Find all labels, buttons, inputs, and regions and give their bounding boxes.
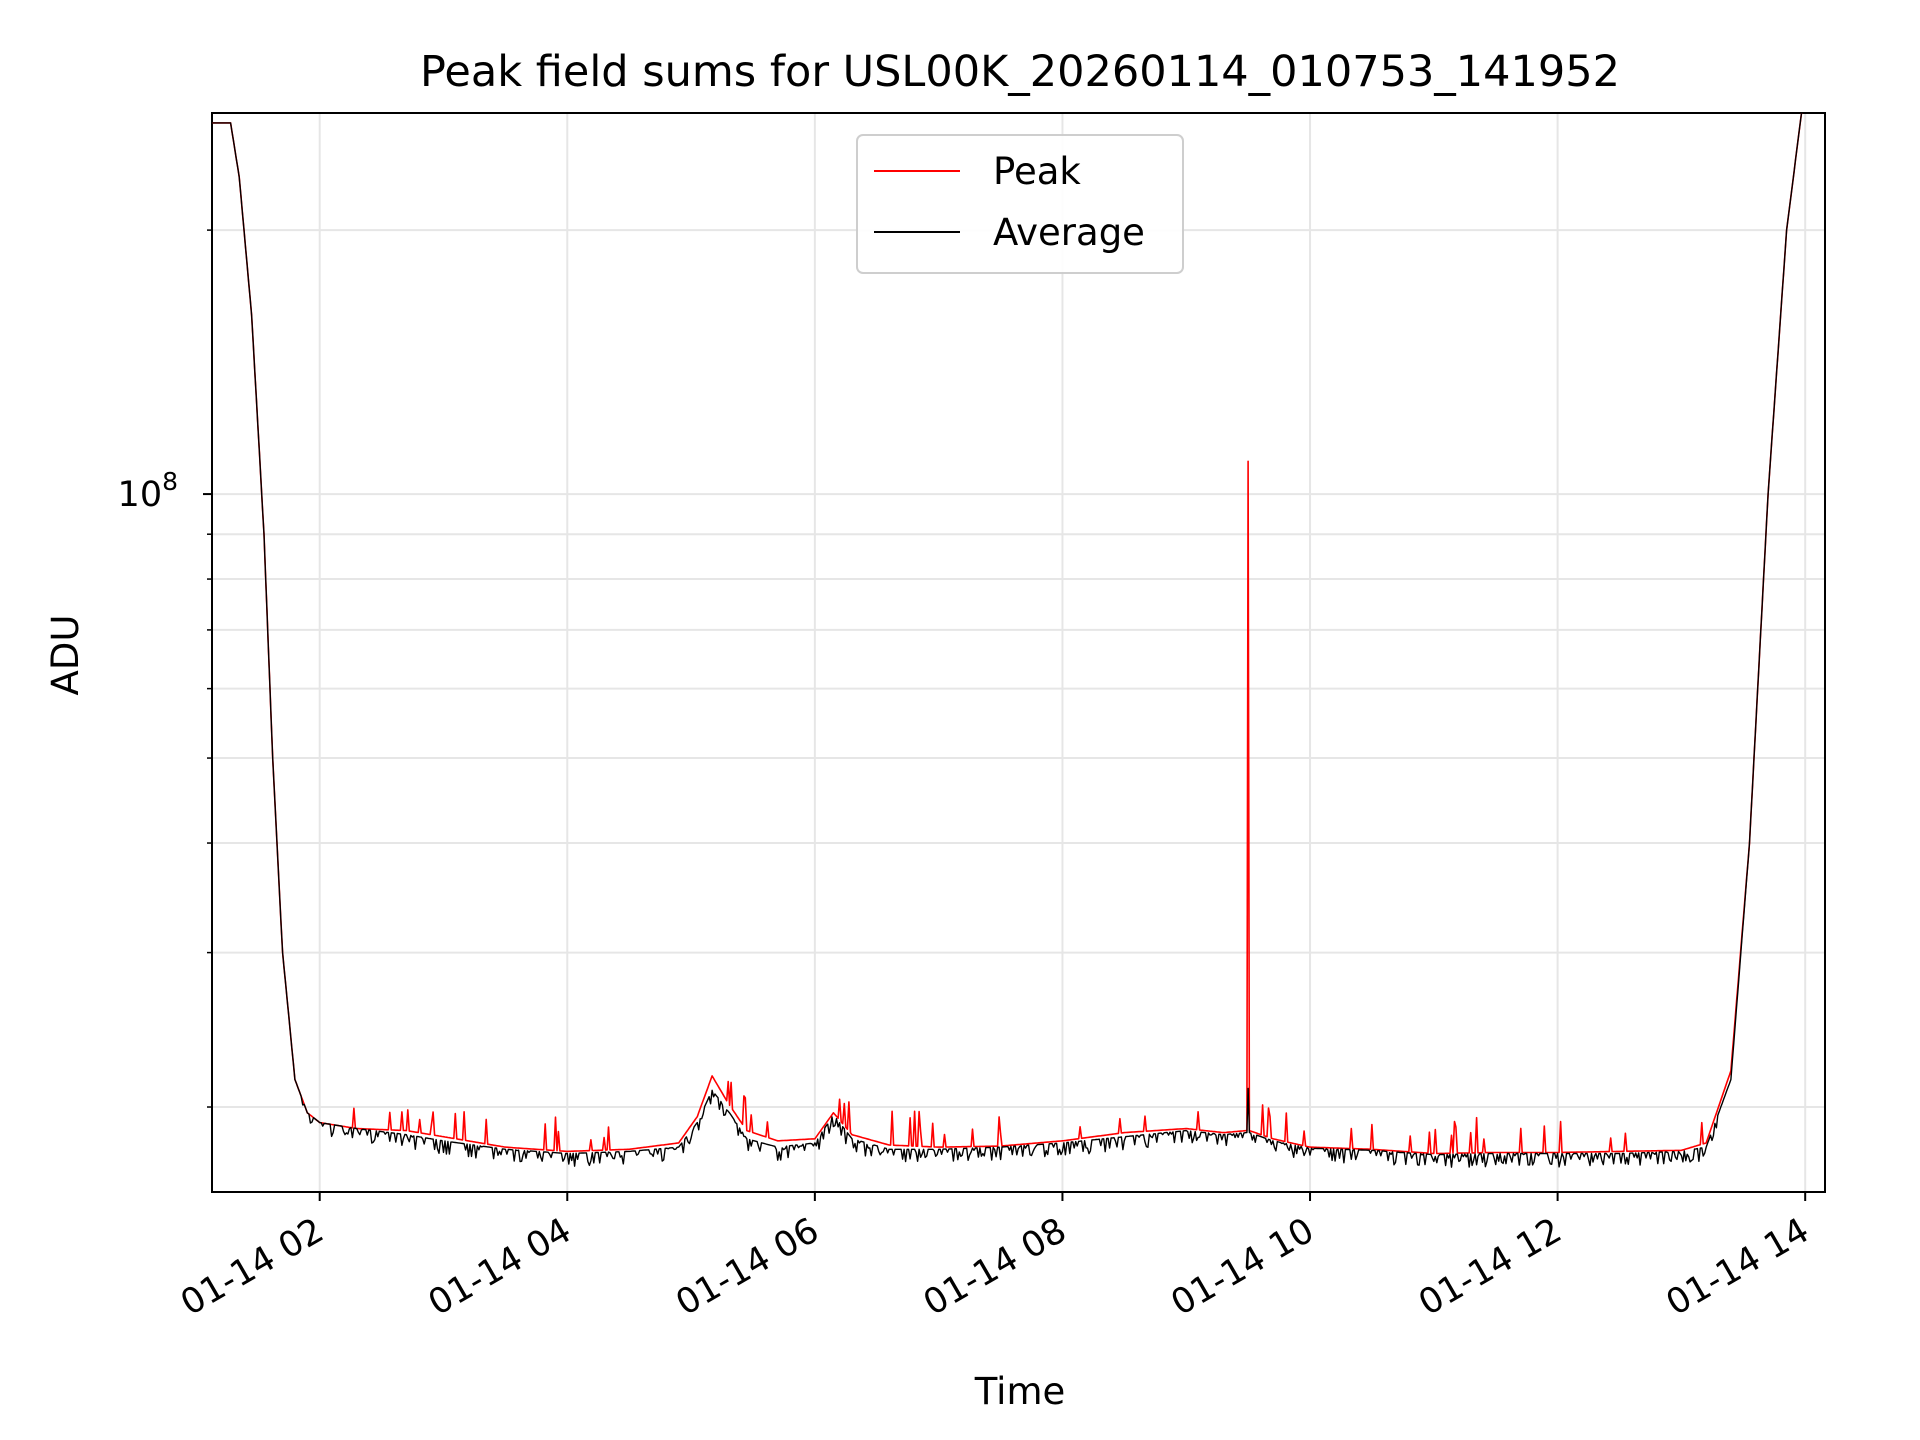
y-tick-exponent: 8: [162, 467, 178, 496]
y-axis: 108: [118, 229, 212, 1108]
grid: [212, 113, 1825, 1192]
series-line-peak: [212, 113, 1803, 1155]
series-layer: [212, 113, 1803, 1168]
legend: Peak Average: [856, 134, 1184, 274]
legend-box: [856, 134, 1184, 274]
plot-area: [211, 112, 1826, 1193]
y-tick-label: 108: [118, 467, 178, 515]
chart-title: Peak field sums for USL00K_20260114_0107…: [420, 47, 1620, 97]
legend-label-peak: Peak: [993, 150, 1081, 193]
legend-label-average: Average: [993, 211, 1145, 254]
x-axis-label: Time: [974, 1370, 1066, 1413]
y-axis-label: ADU: [44, 615, 87, 696]
series-line-average: [212, 113, 1803, 1168]
